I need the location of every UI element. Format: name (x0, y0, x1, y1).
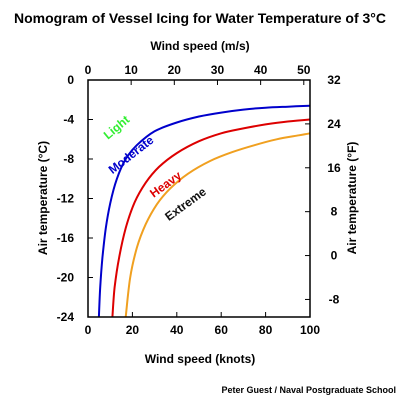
x-bottom-axis-label: Wind speed (knots) (145, 352, 256, 366)
y-left-tick-label: -20 (57, 271, 75, 285)
x-top-tick-label: 20 (168, 63, 182, 77)
x-bottom-tick-label: 20 (126, 323, 140, 337)
y-left-tick-label: -16 (57, 231, 75, 245)
curve-annotation-label: Moderate (106, 133, 157, 177)
plot-frame (87, 79, 311, 318)
y-right-tick-label: -8 (329, 292, 340, 306)
y-left-tick-label: 0 (67, 73, 74, 87)
x-top-tick-label: 40 (254, 63, 268, 77)
y-right-tick-label: 0 (331, 249, 338, 263)
x-bottom-tick-label: 60 (215, 323, 229, 337)
series-lines (97, 104, 311, 318)
x-bottom-tick-label: 0 (85, 323, 92, 337)
credit-text: Peter Guest / Naval Postgraduate School (221, 385, 396, 395)
chart-title: Nomogram of Vessel Icing for Water Tempe… (14, 10, 386, 26)
y-left-tick-label: -4 (63, 113, 74, 127)
y-right-tick-label: 8 (331, 205, 338, 219)
series-line (111, 118, 311, 318)
series-line (124, 132, 311, 318)
y-right-axis-label: Air temperature (°F) (345, 142, 359, 255)
x-top-axis-label: Wind speed (m/s) (150, 39, 249, 53)
x-top-tick-label: 0 (85, 63, 92, 77)
y-right-tick-label: 32 (327, 73, 341, 87)
x-top-tick-label: 10 (124, 63, 138, 77)
series-line (97, 104, 311, 318)
x-top-tick-label: 30 (211, 63, 225, 77)
x-bottom-tick-label: 40 (170, 323, 184, 337)
x-top-tick-label: 50 (297, 63, 311, 77)
curve-annotation-label: Light (101, 113, 132, 143)
y-left-axis-label: Air temperature (°C) (36, 141, 50, 255)
y-right-tick-label: 16 (327, 161, 341, 175)
y-left-tick-label: -12 (57, 192, 75, 206)
y-right-tick-label: 24 (327, 117, 341, 131)
y-left-tick-label: -8 (63, 152, 74, 166)
y-left-tick-label: -24 (57, 310, 75, 324)
x-bottom-tick-label: 100 (300, 323, 320, 337)
x-bottom-tick-label: 80 (259, 323, 273, 337)
